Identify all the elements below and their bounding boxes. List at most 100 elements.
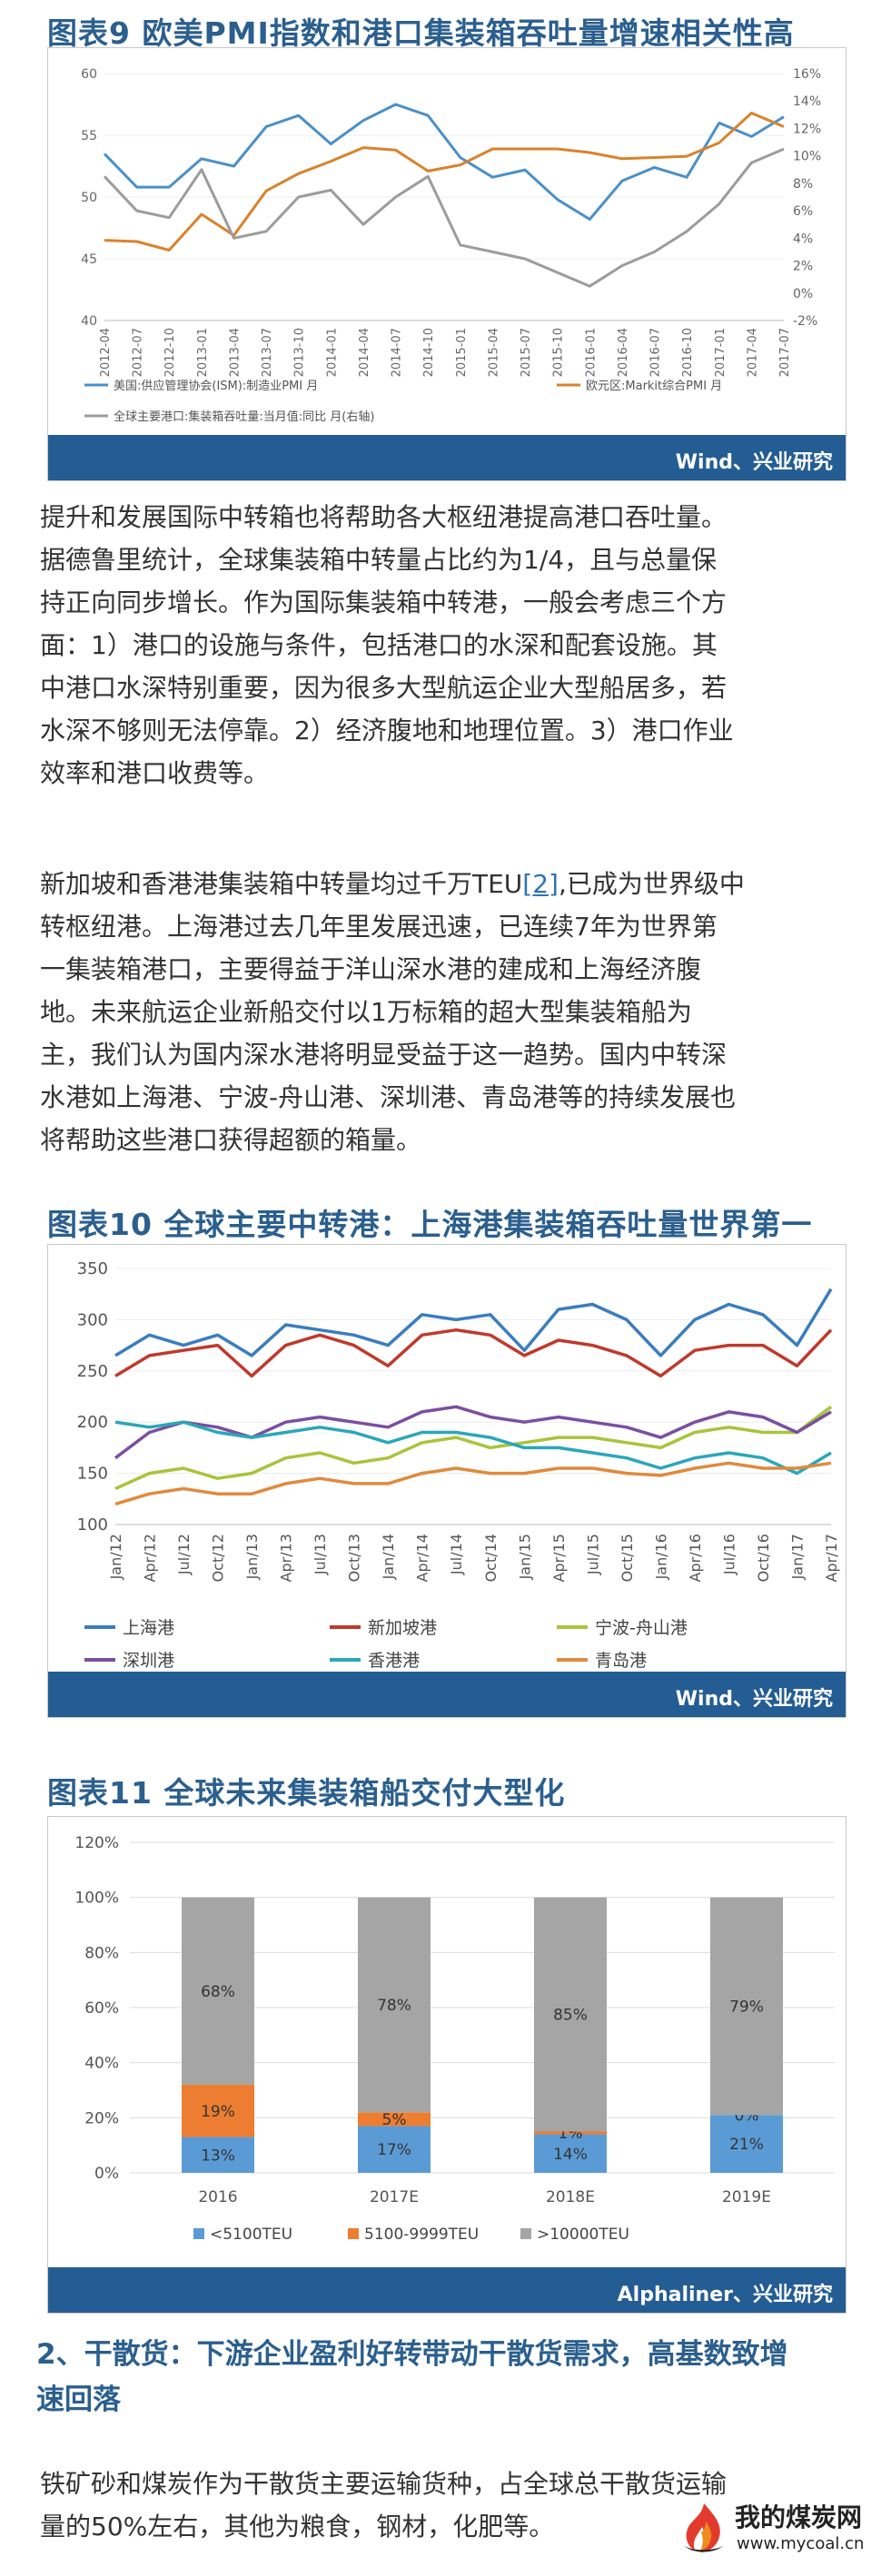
x-tick-label: Apr/15 <box>550 1534 568 1582</box>
paragraph-line: 提升和发展国际中转箱也将帮助各大枢纽港提高港口吞吐量。 <box>40 502 728 532</box>
series-line <box>114 1288 833 1357</box>
figure11-source-bar: Alphaliner、兴业研究 <box>48 2267 846 2313</box>
legend-label: 美国:供应管理协会(ISM):制造业PMI 月 <box>114 379 318 393</box>
x-tick-label: 2016-04 <box>617 328 630 377</box>
y-left-tick-label: 45 <box>81 252 97 267</box>
y-right-tick-label: 2% <box>793 260 813 274</box>
paragraph-line: 效率和港口收费等。 <box>40 758 270 788</box>
legend-label: <5100TEU <box>210 2226 292 2244</box>
legend-label: 新加坡港 <box>368 1618 437 1638</box>
series-line <box>114 1405 833 1491</box>
x-tick-label: Oct/13 <box>346 1534 363 1582</box>
y-right-tick-label: -2% <box>793 314 817 329</box>
legend-label: 全球主要港口:集装箱吞吐量:当月值:同比 月(右轴) <box>114 410 374 424</box>
y-tick-label: 0% <box>94 2165 119 2183</box>
figure10-title: 图表10 全球主要中转港：上海港集装箱吞吐量世界第一 <box>47 1207 813 1242</box>
paragraph-3: 铁矿砂和煤炭作为干散货主要运输货种，占全球总干散货运输 量的50%左右，其他为粮… <box>40 2462 857 2548</box>
paragraph-line: 水深不够则无法停靠。2）经济腹地和地理位置。3）港口作业 <box>40 716 734 745</box>
x-tick-label: 2014-04 <box>358 328 371 377</box>
x-tick-label: 2012-07 <box>132 328 145 377</box>
x-tick-label: Jan/13 <box>243 1534 261 1580</box>
x-tick-label: Apr/14 <box>414 1534 431 1582</box>
bar-data-label: 78% <box>377 1997 411 2015</box>
paragraph-line: 据德鲁里统计，全球集装箱中转量占比约为1/4，且与总量保 <box>40 545 718 575</box>
y-right-tick-label: 4% <box>793 232 813 246</box>
x-tick-label: Jan/16 <box>652 1534 669 1580</box>
figure10-source-bar: Wind、兴业研究 <box>48 1672 846 1717</box>
x-tick-label: Oct/16 <box>755 1534 772 1582</box>
figure9-chart: 60 55 50 45 40 16% 14% 12% 10% 8% 6% 4% 2% 0% -2% 2012-… <box>47 47 846 481</box>
figure9-source: Wind、兴业研究 <box>675 451 833 474</box>
citation-link[interactable]: [2] <box>522 869 559 899</box>
section2-heading: 2、干散货：下游企业盈利好转带动干散货需求，高基数致增 速回落 <box>36 2332 854 2423</box>
bar-data-label: 5% <box>382 2111 407 2129</box>
bar-segment <box>358 2112 431 2127</box>
x-tick-label: Apr/17 <box>823 1534 840 1582</box>
x-tick-label: Oct/14 <box>482 1534 500 1582</box>
x-tick-label: 2019E <box>722 2188 771 2206</box>
legend-swatch <box>193 2228 204 2239</box>
paragraph-line: 将帮助这些港口获得超额的箱量。 <box>40 1125 422 1155</box>
figure9-source-bar: Wind、兴业研究 <box>48 435 846 480</box>
series-line <box>104 112 785 252</box>
figure9-plot: 60 55 50 45 40 16% 14% 12% 10% 8% 6% 4% 2% 0% -2% 2012-… <box>81 67 821 424</box>
site-watermark: 我的煤炭网 www.mycoal.cn <box>678 2494 878 2567</box>
paragraph-line: 中港口水深特别重要，因为很多大型航运企业大型船居多，若 <box>40 673 728 703</box>
legend-label: 香港港 <box>368 1651 420 1671</box>
bar-segment <box>710 1897 783 2116</box>
series-line <box>103 147 785 288</box>
figure10-chart: 350 300 250 200 150 100 Jan/12 Apr/12 Jul/12 Oct/… <box>47 1244 846 1718</box>
x-tick-label: 2012-04 <box>99 328 113 377</box>
x-tick-label: 2018E <box>546 2188 595 2206</box>
flame-inner-shape <box>700 2522 712 2551</box>
series-line <box>114 1420 832 1476</box>
paragraph-line: 面：1）港口的设施与条件，包括港口的水深和配套设施。其 <box>40 630 718 660</box>
y-tick-label: 150 <box>77 1465 108 1484</box>
bar-data-label: 14% <box>553 2146 588 2164</box>
x-tick-label: 2013-07 <box>261 328 274 377</box>
y-tick-label: 350 <box>77 1259 108 1278</box>
legend-label: 欧元区:Markit综合PMI 月 <box>586 380 722 393</box>
x-tick-label: 2012-10 <box>163 328 177 377</box>
legend-label: >10000TEU <box>537 2226 629 2244</box>
paragraph-2: 新加坡和香港港集装箱中转量均过千万TEU[2],已成为世界级中 转枢纽港。上海港… <box>40 863 857 1161</box>
x-tick-label: 2016-10 <box>681 328 695 377</box>
x-tick-label: Jul/14 <box>448 1534 465 1575</box>
y-tick-label: 80% <box>84 1944 119 1962</box>
x-tick-label: Jan/17 <box>788 1534 806 1580</box>
x-tick-label: Jan/15 <box>516 1534 533 1580</box>
y-tick-label: 40% <box>84 2055 119 2073</box>
paragraph-line: 水港如上海港、宁波-舟山港、深圳港、青岛港等的持续发展也 <box>40 1082 737 1112</box>
x-tick-label: Jan/12 <box>107 1534 124 1580</box>
y-left-tick-label: 50 <box>81 191 97 205</box>
x-tick-label: Jul/13 <box>312 1534 329 1575</box>
paragraph-line: 持正向同步增长。作为国际集装箱中转港，一般会考虑三个方 <box>40 587 728 617</box>
bar-data-label: 21% <box>729 2136 764 2154</box>
x-tick-label: 2015-10 <box>552 328 566 377</box>
bar-segment <box>358 1897 431 2113</box>
x-tick-label: 2015-07 <box>520 328 533 377</box>
bar-data-label: 68% <box>201 1983 235 2001</box>
flame-logo-icon <box>684 2503 724 2552</box>
flame-outer-shape <box>686 2503 720 2552</box>
watermark-url: www.mycoal.cn <box>737 2534 865 2553</box>
legend-label: 深圳港 <box>123 1651 174 1671</box>
paragraph-line: 转枢纽港。上海港过去几年里发展迅速，已连续7年为世界第 <box>40 912 718 942</box>
y-left-tick-label: 55 <box>81 129 97 143</box>
bar-segment <box>534 2134 607 2173</box>
x-tick-label: Jul/12 <box>175 1534 193 1575</box>
y-tick-label: 60% <box>84 1999 119 2018</box>
series-line <box>114 1405 832 1460</box>
paragraph-line: 量的50%左右，其他为粮食，钢材，化肥等。 <box>40 2512 555 2541</box>
y-tick-label: 200 <box>77 1413 108 1432</box>
series-line <box>114 1327 833 1378</box>
bar-segment <box>358 2126 431 2173</box>
paragraph-text: ,已成为世界级中 <box>558 869 745 899</box>
figure11-source: Alphaliner、兴业研究 <box>617 2284 833 2306</box>
x-tick-label: Apr/16 <box>687 1534 704 1582</box>
figure11-plot: 120% 100% 80% 60% 40% 20% 0% 13% 19% 68% 2016 17% 5%… <box>74 1834 835 2244</box>
y-right-tick-label: 8% <box>793 177 813 192</box>
legend-label: 宁波-舟山港 <box>595 1618 688 1638</box>
bar-data-label: 13% <box>201 2147 235 2165</box>
